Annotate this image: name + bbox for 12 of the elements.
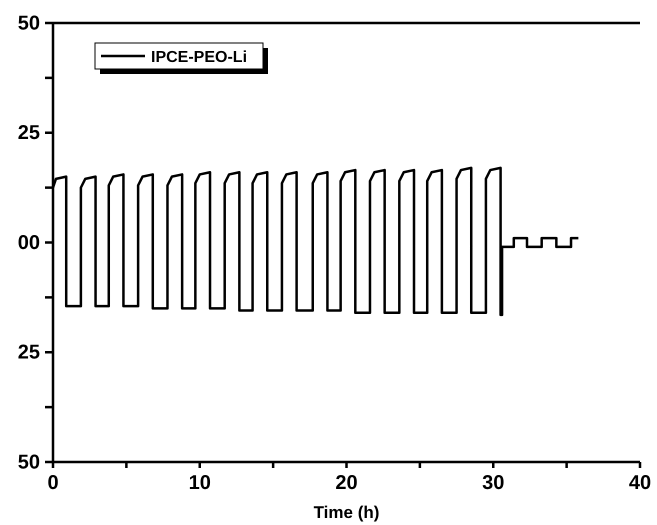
- y-tick-label: 50: [18, 12, 40, 34]
- x-tick-label: 40: [628, 472, 652, 494]
- y-tick-label: 00: [18, 232, 40, 254]
- x-tick-label: 0: [47, 472, 59, 494]
- y-tick-label: 25: [18, 122, 40, 144]
- legend-label: IPCE-PEO-Li: [151, 49, 248, 66]
- x-tick-label: 10: [188, 472, 211, 494]
- y-tick-label: 50: [18, 451, 40, 474]
- x-axis-title: Time (h): [314, 503, 380, 522]
- y-tick-label: 25: [18, 342, 40, 364]
- x-tick-label: 30: [482, 472, 504, 494]
- x-tick-label: 20: [335, 472, 358, 494]
